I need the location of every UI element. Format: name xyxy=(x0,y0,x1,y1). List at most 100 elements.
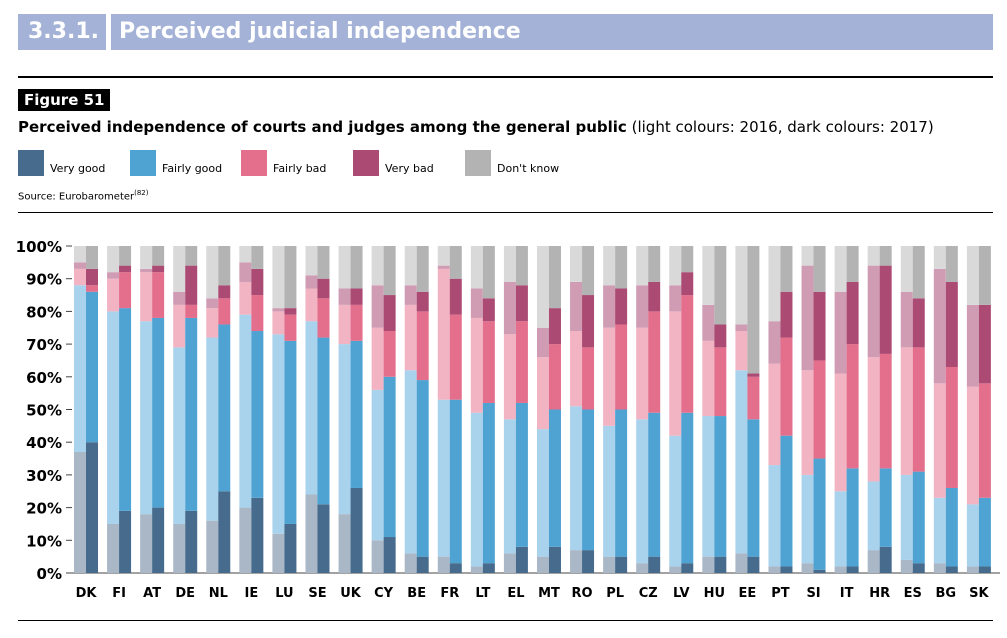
x-tick-label: SK xyxy=(969,586,989,601)
bar-segment-nl-2016-3 xyxy=(206,298,219,309)
bar-segment-hr-2017-3 xyxy=(879,265,892,354)
x-tick-label: PT xyxy=(771,586,790,601)
bar-segment-pt-2016-1 xyxy=(768,465,781,567)
bar-segment-lt-2016-3 xyxy=(470,288,483,318)
x-tick-label: CY xyxy=(374,586,394,601)
figure-title: Perceived independence of courts and jud… xyxy=(18,118,934,136)
bar-segment-se-2017-1 xyxy=(317,337,330,505)
bar-segment-bg-2017-3 xyxy=(945,281,958,367)
bar-segment-pl-2016-2 xyxy=(603,327,616,426)
x-tick-label: LU xyxy=(275,586,293,601)
bar-segment-nl-2017-0 xyxy=(218,491,231,573)
bar-segment-si-2016-2 xyxy=(801,370,814,475)
bar-segment-at-2017-3 xyxy=(152,265,165,273)
y-tick-label: 50% xyxy=(26,402,62,420)
y-tick-label: 80% xyxy=(26,303,62,321)
bar-segment-si-2017-2 xyxy=(813,360,826,459)
bar-segment-cy-2016-2 xyxy=(371,327,384,390)
bar-segment-fr-2016-1 xyxy=(437,399,450,557)
x-tick-label: FR xyxy=(440,586,459,601)
bar-segment-mt-2016-1 xyxy=(536,429,549,557)
figure-label: Figure 51 xyxy=(18,89,111,111)
bar-segment-sk-2016-0 xyxy=(966,566,979,573)
bar-segment-mt-2016-3 xyxy=(536,327,549,358)
bar-segment-ro-2017-3 xyxy=(582,295,595,348)
legend-swatch-dont-know xyxy=(465,150,491,176)
bar-segment-ie-2016-4 xyxy=(239,246,252,263)
y-tick-label: 100% xyxy=(16,238,62,256)
x-tick-label: MT xyxy=(538,586,560,601)
bar-segment-lu-2017-3 xyxy=(284,308,297,315)
bar-segment-si-2017-4 xyxy=(813,246,826,292)
bar-segment-lv-2016-4 xyxy=(669,246,682,286)
bar-segment-hr-2017-2 xyxy=(879,353,892,469)
bar-segment-at-2017-4 xyxy=(152,246,165,266)
bar-segment-el-2017-0 xyxy=(515,546,528,573)
bar-segment-lt-2016-1 xyxy=(470,412,483,567)
bar-segment-de-2017-4 xyxy=(185,246,198,266)
bar-segment-pt-2017-3 xyxy=(780,291,793,338)
stacked-bar-chart: 0% 10% 20% 30% 40% 50% 60% 70% 80% 90% 100% DK FI AT D… xyxy=(16,238,1000,601)
bar-segment-nl-2016-0 xyxy=(206,520,219,573)
bar-segment-nl-2017-3 xyxy=(218,285,231,299)
bar-segment-it-2017-3 xyxy=(846,281,859,345)
bar-segment-pt-2016-2 xyxy=(768,363,781,466)
bar-segment-lt-2017-2 xyxy=(482,321,495,403)
x-tick-label: IT xyxy=(840,586,854,601)
bar-segment-lt-2017-0 xyxy=(482,563,495,573)
bar-segment-se-2017-0 xyxy=(317,504,330,573)
bar-segment-nl-2016-1 xyxy=(206,337,219,521)
bar-segment-lv-2016-3 xyxy=(669,285,682,312)
bar-segment-se-2016-0 xyxy=(305,494,318,573)
bar-segment-es-2017-3 xyxy=(912,298,925,348)
legend-label-very-good: Very good xyxy=(50,162,106,175)
bar-segment-pl-2017-1 xyxy=(615,409,628,557)
bar-segment-fi-2017-3 xyxy=(119,265,132,273)
bar-segment-it-2017-1 xyxy=(846,468,859,567)
bar-segment-uk-2016-0 xyxy=(338,514,351,573)
bar-segment-it-2017-4 xyxy=(846,246,859,282)
bar-segment-el-2016-3 xyxy=(503,281,516,335)
bar-segment-ie-2017-0 xyxy=(251,497,264,573)
bar-segment-fi-2017-2 xyxy=(119,272,132,309)
bar-segment-sk-2017-1 xyxy=(978,497,991,567)
bar-segment-mt-2016-2 xyxy=(536,357,549,430)
bar-segment-lu-2016-4 xyxy=(272,246,285,309)
legend-label-fairly-bad: Fairly bad xyxy=(273,162,327,175)
bar-segment-lv-2016-1 xyxy=(669,435,682,567)
bar-segment-es-2017-1 xyxy=(912,471,925,564)
bar-segment-ee-2016-4 xyxy=(735,246,748,325)
bar-segment-pl-2016-0 xyxy=(603,556,616,573)
bar-segment-hu-2016-1 xyxy=(702,416,715,557)
bar-segment-ro-2017-0 xyxy=(582,550,595,573)
y-tick-label: 20% xyxy=(26,500,62,518)
bar-segment-el-2017-3 xyxy=(515,285,528,322)
bar-segment-ie-2016-2 xyxy=(239,281,252,315)
bar-segment-si-2017-1 xyxy=(813,458,826,570)
bar-segment-ro-2016-0 xyxy=(570,550,583,573)
bar-segment-de-2017-3 xyxy=(185,265,198,305)
x-tick-label: ES xyxy=(904,586,922,601)
bar-segment-pt-2017-2 xyxy=(780,337,793,436)
bar-segment-el-2016-1 xyxy=(503,419,516,554)
bar-segment-ie-2016-3 xyxy=(239,262,252,282)
bar-segment-at-2017-2 xyxy=(152,272,165,318)
x-tick-label: DE xyxy=(175,586,195,601)
middle-rule xyxy=(18,212,993,213)
bar-segment-nl-2016-2 xyxy=(206,308,219,338)
x-tick-label: IE xyxy=(244,586,258,601)
bar-segment-nl-2017-4 xyxy=(218,246,231,286)
bar-segment-ro-2016-1 xyxy=(570,406,583,551)
bar-segment-it-2017-0 xyxy=(846,566,859,573)
x-tick-label: HR xyxy=(869,586,890,601)
bar-segment-hr-2017-4 xyxy=(879,246,892,266)
x-tick-label: CZ xyxy=(639,586,658,601)
bar-segment-dk-2017-3 xyxy=(86,268,98,286)
section-title: Perceived judicial independence xyxy=(111,14,993,50)
x-tick-label: EE xyxy=(739,586,757,601)
bar-segment-es-2016-4 xyxy=(900,246,913,292)
bar-segment-bg-2016-4 xyxy=(933,246,946,269)
bar-segment-ie-2017-2 xyxy=(251,295,264,332)
bar-segment-cz-2017-1 xyxy=(648,412,661,557)
bar-segment-fr-2017-4 xyxy=(449,246,462,279)
